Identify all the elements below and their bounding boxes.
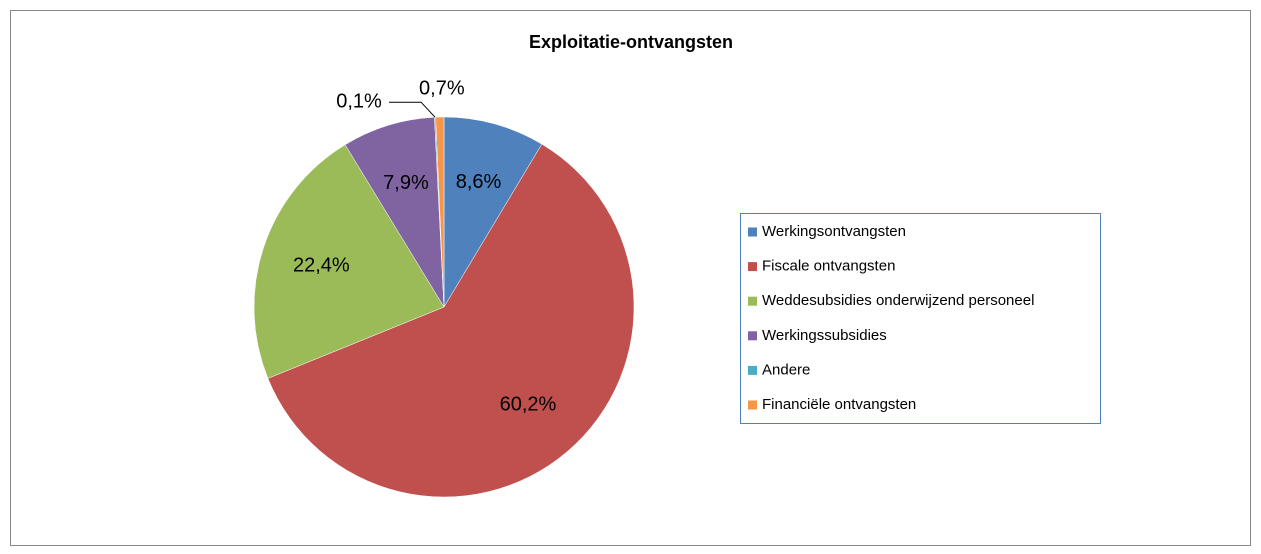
pie-slice bbox=[267, 143, 635, 498]
legend-box bbox=[740, 213, 1101, 424]
legend-label: Andere bbox=[762, 361, 810, 378]
pie-slice bbox=[253, 144, 445, 379]
chart-title: Exploitatie-ontvangsten bbox=[529, 32, 733, 52]
pie-slice bbox=[344, 116, 445, 308]
leader-line bbox=[389, 101, 436, 118]
legend-label: Werkingsontvangsten bbox=[762, 223, 906, 240]
legend-swatch bbox=[748, 365, 757, 375]
data-label: 0,7% bbox=[419, 77, 465, 99]
legend-label: Weddesubsidies onderwijzend personeel bbox=[762, 292, 1034, 309]
legend-label: Financiële ontvangsten bbox=[762, 396, 916, 413]
data-label: 7,9% bbox=[383, 172, 429, 194]
data-label: 0,1% bbox=[336, 90, 382, 112]
legend-swatch bbox=[748, 400, 757, 410]
data-label: 22,4% bbox=[293, 255, 350, 277]
data-label: 8,6% bbox=[456, 171, 502, 193]
legend-swatch bbox=[748, 296, 757, 306]
legend-swatch bbox=[748, 331, 757, 341]
legend-swatch bbox=[748, 262, 757, 272]
legend-label: Fiscale ontvangsten bbox=[762, 258, 895, 275]
legend-label: Werkingssubsidies bbox=[762, 327, 887, 344]
legend-swatch bbox=[748, 227, 757, 237]
pie-slice bbox=[443, 116, 543, 308]
data-label: 60,2% bbox=[500, 393, 557, 415]
pie-slice bbox=[435, 116, 445, 308]
